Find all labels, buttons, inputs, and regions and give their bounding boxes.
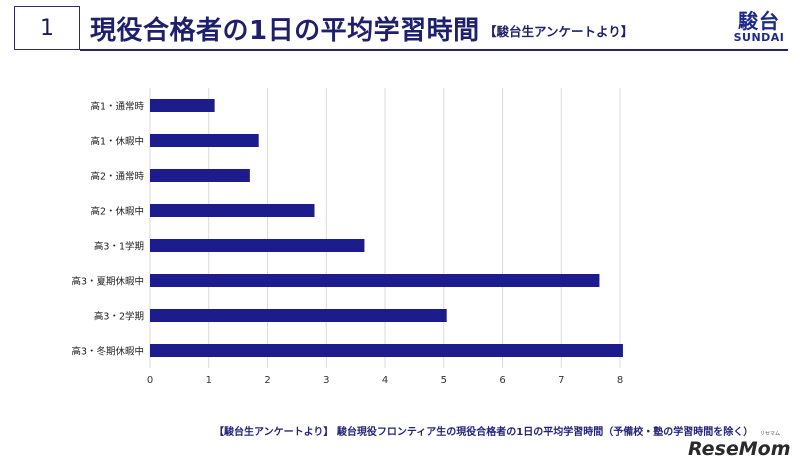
category-label: 高1・休暇中 [90,136,144,148]
page-title: 現役合格者の1日の平均学習時間 [90,16,480,46]
x-tick-label: 6 [499,375,505,386]
x-tick-label: 1 [206,375,212,386]
bar [150,169,250,182]
header-rule [80,49,788,51]
bar [150,204,315,217]
bar [150,274,600,287]
x-tick-label: 5 [441,375,447,386]
x-tick-label: 2 [264,375,270,386]
logo-roman: SUNDAI [733,31,785,44]
x-tick-label: 4 [382,375,388,386]
x-tick-label: 8 [617,375,623,386]
bar [150,309,447,322]
resemom-watermark: ReseMom [688,438,791,460]
logo-kanji: 駿台 [738,9,780,33]
slide-number: 1 [14,6,80,50]
x-tick-label: 7 [558,375,564,386]
category-label: 高3・1学期 [94,241,144,253]
watermark-ruby: リセマム [760,431,781,437]
category-label: 高3・冬期休暇中 [71,346,144,358]
chart-caption: 【駿台生アンケートより】 駿台現役フロンティア生の現役合格者の1日の平均学習時間… [214,427,754,438]
bar [150,344,623,357]
page-subtitle: 【駿台生アンケートより】 [484,24,634,39]
bar [150,134,259,147]
category-label: 高3・夏期休暇中 [71,276,144,288]
bar [150,99,215,112]
category-label: 高2・通常時 [90,171,144,183]
category-label: 高2・休暇中 [90,206,144,218]
bar [150,239,365,252]
sundai-logo: 駿台 SUNDAI [728,6,790,48]
x-tick-label: 0 [147,375,153,386]
x-tick-label: 3 [323,375,329,386]
category-label: 高3・2学期 [94,311,144,323]
category-label: 高1・通常時 [90,101,144,113]
